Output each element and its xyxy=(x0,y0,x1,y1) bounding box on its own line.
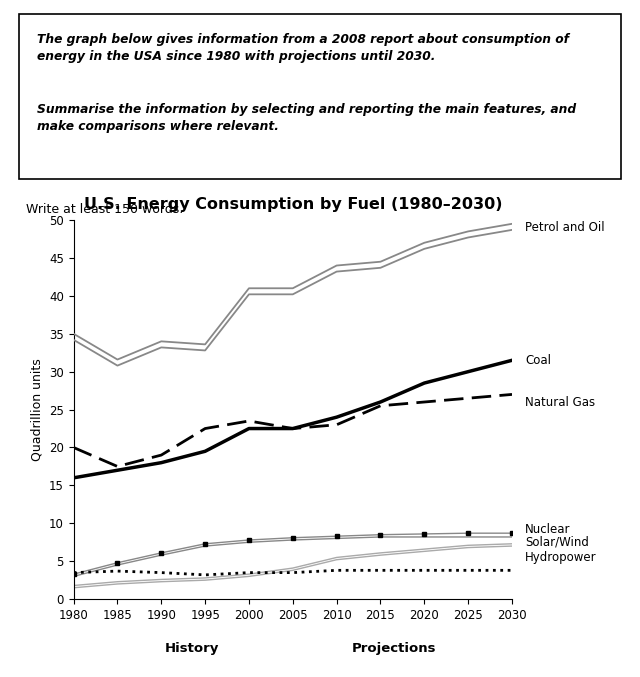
Text: Petrol and Oil: Petrol and Oil xyxy=(525,221,605,234)
Title: U.S. Energy Consumption by Fuel (1980–2030): U.S. Energy Consumption by Fuel (1980–20… xyxy=(84,197,502,212)
Text: The graph below gives information from a 2008 report about consumption of
energy: The graph below gives information from a… xyxy=(37,33,569,64)
Text: Projections: Projections xyxy=(351,642,436,655)
Y-axis label: Quadrillion units: Quadrillion units xyxy=(31,358,44,461)
Text: Natural Gas: Natural Gas xyxy=(525,395,595,408)
Text: History: History xyxy=(164,642,219,655)
FancyBboxPatch shape xyxy=(19,14,621,179)
Text: Summarise the information by selecting and reporting the main features, and
make: Summarise the information by selecting a… xyxy=(37,103,577,133)
Text: Write at least 150 words.: Write at least 150 words. xyxy=(26,203,183,216)
Text: Coal: Coal xyxy=(525,354,551,367)
Text: Hydropower: Hydropower xyxy=(525,551,596,564)
Text: Nuclear: Nuclear xyxy=(525,523,571,536)
Text: Solar/Wind: Solar/Wind xyxy=(525,536,589,549)
